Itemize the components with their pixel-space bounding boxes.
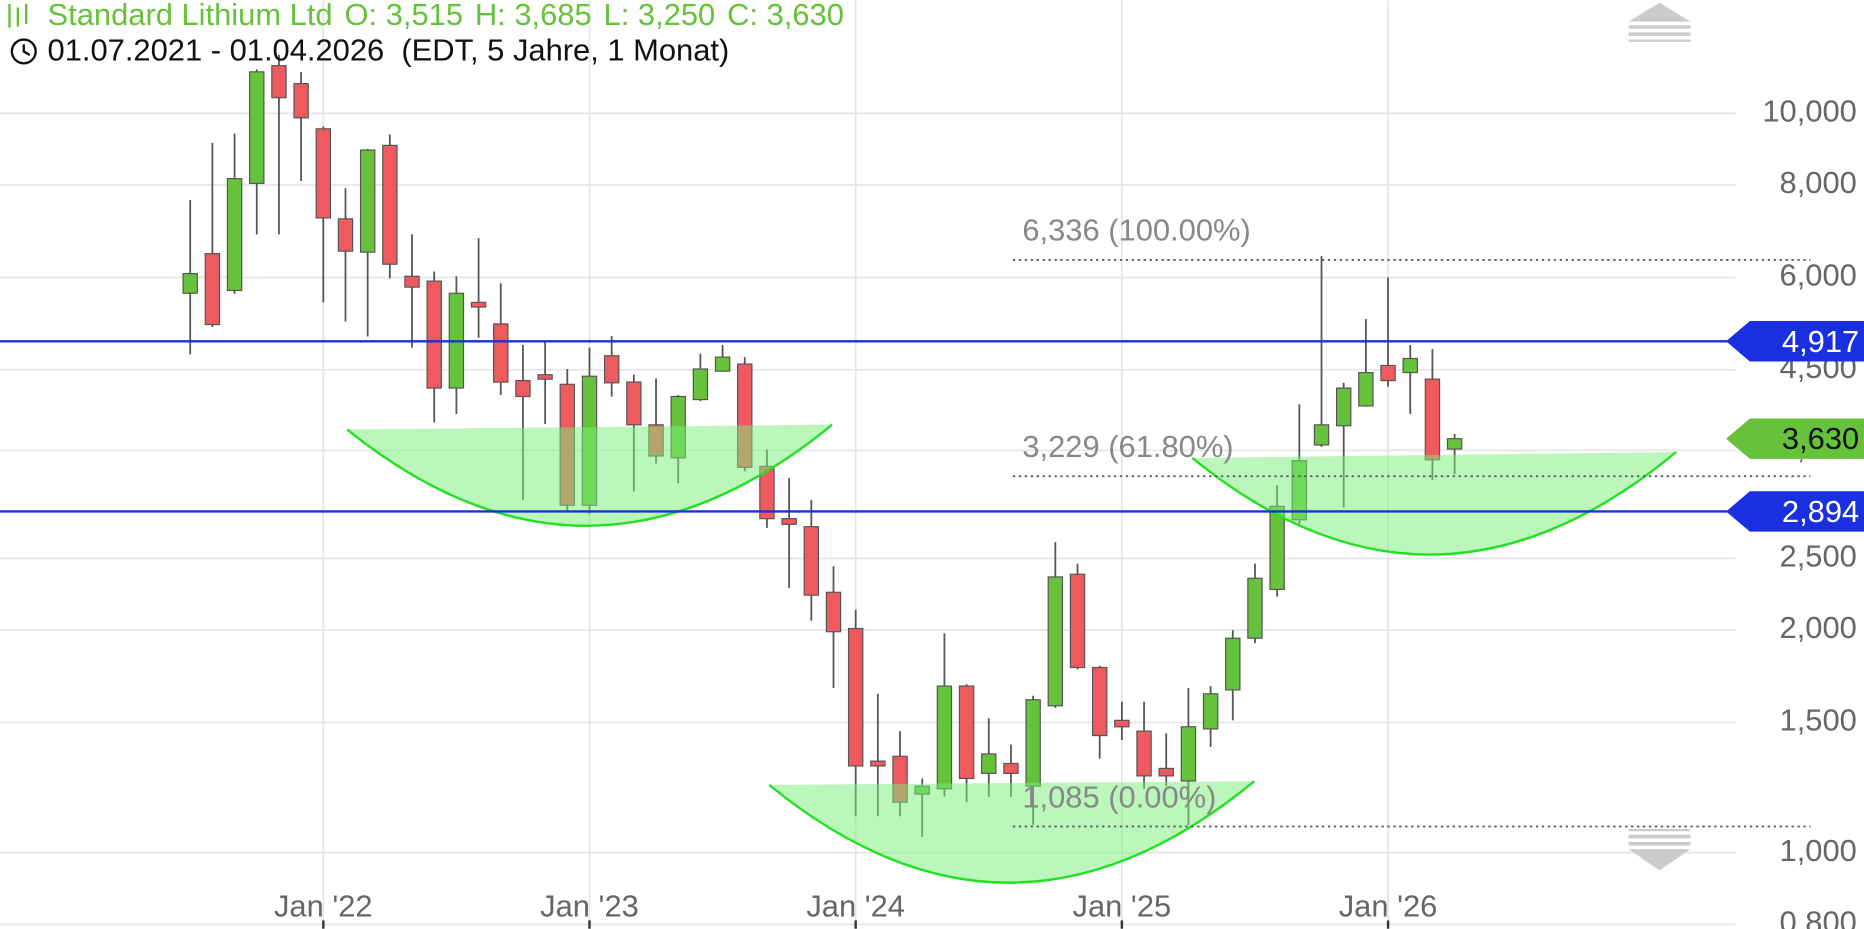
chart-title: Standard Lithium Ltd — [48, 0, 333, 32]
candle-body — [426, 280, 442, 389]
candle-body — [1114, 719, 1130, 728]
candle-body — [204, 253, 221, 326]
candle-body — [493, 323, 509, 383]
y-tick-label: 0,800 — [1780, 904, 1857, 929]
header-icon — [8, 3, 28, 28]
candle-body — [1313, 424, 1330, 446]
candle-body — [1025, 699, 1041, 787]
x-tick-label: Jan '26 — [1339, 889, 1438, 924]
cup-fill — [769, 781, 1255, 883]
candle-body — [692, 368, 709, 401]
candle-body — [1136, 730, 1152, 777]
cup-curve — [768, 780, 1255, 884]
price-badge — [1726, 491, 1864, 532]
y-tick-label: 2,000 — [1780, 610, 1857, 645]
candle-body — [404, 275, 420, 288]
candle-body — [1180, 726, 1197, 782]
fib-label: 3,229 (61.80%) — [1022, 429, 1233, 464]
fib-label: 1,085 (0.00%) — [1022, 779, 1216, 814]
badge-label: 4,917 — [1782, 324, 1859, 359]
candle-body — [1091, 666, 1108, 737]
grid — [0, 0, 1736, 929]
candle-body — [936, 685, 953, 790]
candle-body — [1047, 576, 1064, 707]
ohlc-label: L: 3,250 — [604, 0, 716, 32]
candle-body — [1003, 762, 1019, 774]
candle-body — [382, 144, 398, 265]
fib-label: 6,336 (100.00%) — [1022, 213, 1250, 248]
candle-body — [803, 526, 820, 596]
scroll-down[interactable] — [1628, 828, 1691, 871]
candle-body — [1358, 371, 1374, 407]
y-tick-label: 10,000 — [1762, 93, 1856, 128]
subtitle: 01.07.2021 - 01.04.2026 (EDT, 5 Jahre, 1… — [48, 33, 730, 68]
candle-body — [714, 356, 731, 372]
overlay: 0,8001,0001,5002,0002,5003,5004,5006,000… — [0, 93, 1864, 929]
candle-body — [1269, 505, 1285, 591]
candle-body — [182, 273, 198, 294]
y-tick-label: 1,500 — [1780, 703, 1857, 738]
candle-body — [226, 178, 243, 292]
scroll-up[interactable] — [1628, 2, 1691, 42]
x-tick-label: Jan '25 — [1073, 889, 1172, 924]
candle-body — [1424, 378, 1441, 461]
ohlc-label: O: 3,515 — [345, 0, 464, 32]
candle-body — [781, 518, 797, 525]
candle-body — [1446, 438, 1463, 450]
badge-label: 2,894 — [1782, 494, 1859, 529]
candle-body — [271, 65, 287, 99]
candle-body — [1225, 637, 1241, 691]
ohlc-label: H: 3,685 — [475, 0, 592, 32]
ohlc-label: C: 3,630 — [727, 0, 844, 32]
x-tick-label: Jan '24 — [806, 889, 905, 924]
candle-body — [1069, 573, 1086, 669]
candle-body — [359, 149, 376, 253]
x-tick-label: Jan '22 — [274, 889, 373, 924]
candle-body — [1402, 357, 1418, 374]
clock-icon — [10, 38, 37, 65]
y-tick-label: 8,000 — [1780, 165, 1857, 200]
candle-body — [626, 381, 642, 426]
candle-body — [1380, 364, 1396, 382]
y-tick-label: 2,500 — [1780, 539, 1857, 574]
y-tick-label: 1,000 — [1780, 833, 1857, 868]
candle-body — [603, 355, 620, 384]
cup-curve — [346, 423, 833, 527]
candle-body — [249, 71, 265, 184]
cup-patterns — [346, 423, 1677, 884]
candle-body — [1247, 577, 1263, 639]
legend: Standard Lithium Ltd O: 3,515 H: 3,685 L: 3… — [48, 0, 844, 32]
candle-body — [337, 218, 354, 252]
candle-body — [1335, 387, 1352, 427]
candle-body — [1158, 767, 1174, 777]
candle-body — [515, 380, 531, 398]
candle-body — [981, 753, 997, 774]
candle-body — [537, 374, 553, 380]
candle-body — [293, 83, 309, 119]
candle-body — [958, 685, 975, 780]
candle-body — [470, 301, 487, 308]
x-tick-label: Jan '23 — [540, 889, 639, 924]
candle-body — [315, 128, 332, 219]
badge-label: 3,630 — [1782, 421, 1859, 456]
candle-body — [870, 760, 886, 767]
price-badge — [1726, 418, 1864, 459]
cup-fill — [347, 424, 833, 526]
candle-body — [1202, 693, 1219, 730]
candle-body — [847, 627, 864, 767]
price-badge — [1726, 321, 1864, 362]
y-tick-label: 6,000 — [1780, 258, 1857, 293]
cup-curve — [1191, 451, 1677, 556]
candle-body — [825, 591, 842, 633]
cup-fill — [1192, 452, 1677, 555]
